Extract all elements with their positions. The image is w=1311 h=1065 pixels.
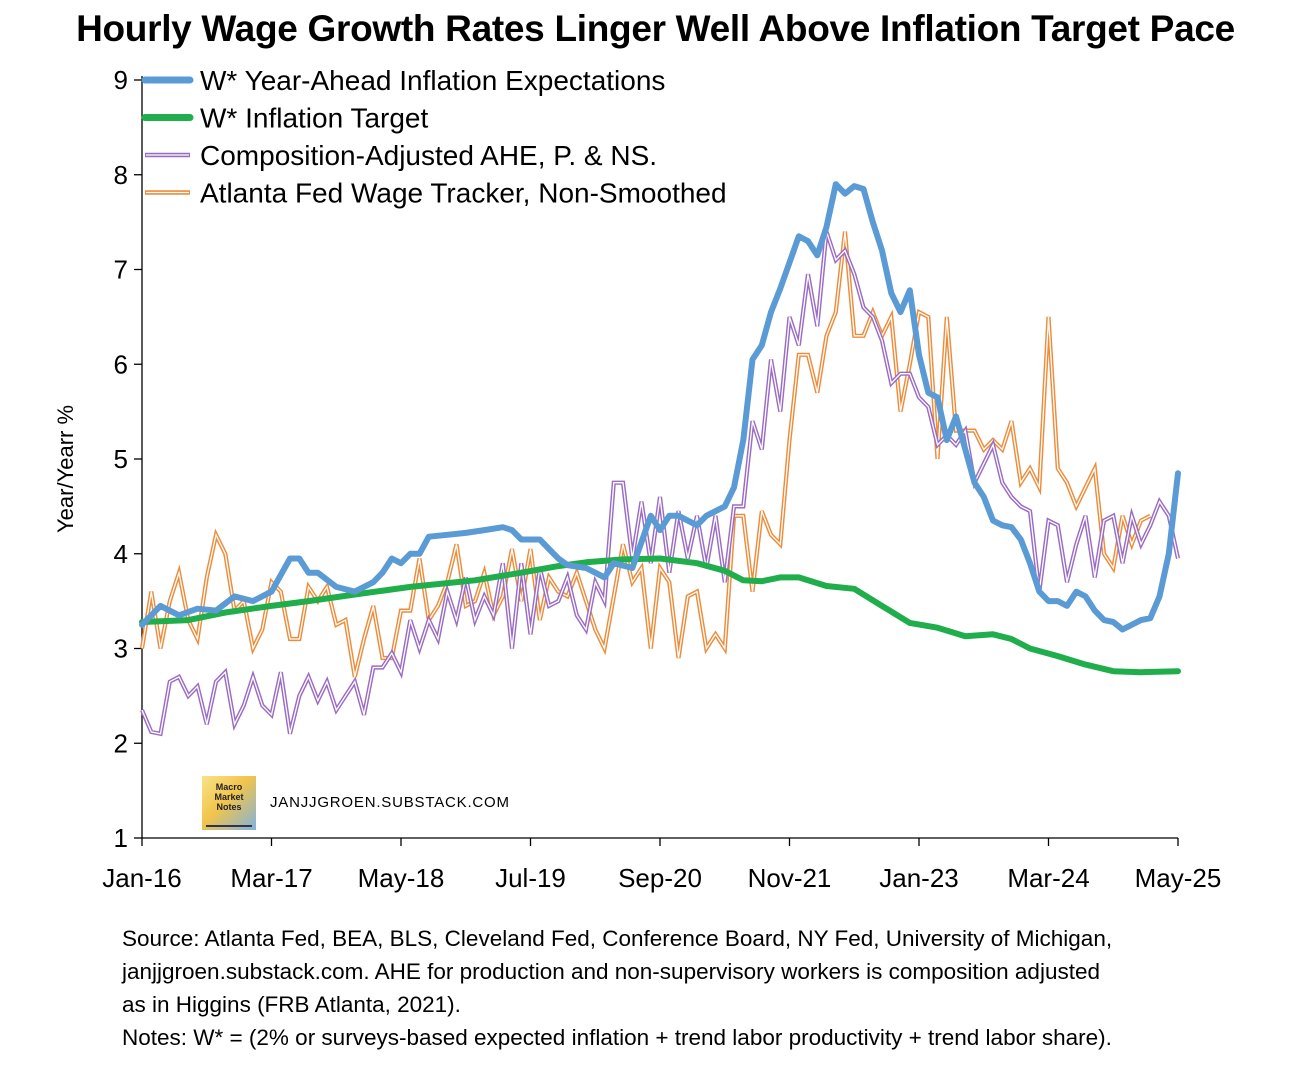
x-tick-label: Sep-20 — [618, 863, 702, 893]
series-line-3 — [139, 231, 1152, 678]
y-tick-label: 8 — [114, 160, 128, 190]
legend-entry-2: Composition-Adjusted AHE, P. & NS. — [145, 140, 657, 171]
legend-label: W* Inflation Target — [200, 103, 428, 134]
source-line-3: as in Higgins (FRB Atlanta, 2021). — [122, 992, 461, 1017]
y-axis-label: Year/Yearr % — [53, 405, 78, 533]
y-tick-label: 2 — [114, 728, 128, 758]
series-line-2 — [140, 230, 1181, 737]
legend-entry-1: W* Inflation Target — [141, 103, 428, 134]
watermark-logo: Macro Market Notes — [202, 776, 256, 830]
people-figures-icon — [206, 809, 252, 827]
legend-label: W* Year-Ahead Inflation Expectations — [200, 65, 665, 96]
legend-label: Composition-Adjusted AHE, P. & NS. — [200, 140, 657, 171]
y-tick-label: 3 — [114, 634, 128, 664]
x-tick-label: Mar-24 — [1007, 863, 1089, 893]
series-line-1 — [139, 555, 1181, 676]
x-tick-label: Jan-23 — [879, 863, 959, 893]
source-notes: Source: Atlanta Fed, BEA, BLS, Cleveland… — [122, 922, 1302, 1054]
series-layer — [139, 181, 1181, 737]
legend-label: Atlanta Fed Wage Tracker, Non-Smoothed — [200, 178, 727, 209]
x-tick-label: Jan-16 — [102, 863, 182, 893]
chart-title: Hourly Wage Growth Rates Linger Well Abo… — [76, 8, 1235, 49]
legend-entry-0: W* Year-Ahead Inflation Expectations — [141, 65, 665, 96]
source-line-2: janjjgroen.substack.com. AHE for product… — [122, 959, 1100, 984]
legend-entry-3: Atlanta Fed Wage Tracker, Non-Smoothed — [145, 178, 727, 209]
x-tick-label: Nov-21 — [748, 863, 832, 893]
notes-line: Notes: W* = (2% or surveys-based expecte… — [122, 1025, 1112, 1050]
x-tick-label: Jul-19 — [495, 863, 566, 893]
watermark-url: JANJJGROEN.SUBSTACK.COM — [270, 794, 510, 811]
watermark-logo-text: Macro Market Notes — [214, 782, 244, 812]
axes: 1 2 3 4 5 6 7 8 9 Jan-16 Mar-17 May-18 Jul-19 Sep-20 N… — [53, 65, 1221, 893]
legend: W* Year-Ahead Inflation Expectations W* I… — [141, 65, 727, 209]
y-tick-label: 7 — [114, 255, 128, 285]
y-tick-label: 9 — [114, 65, 128, 95]
series-line-2-inner — [141, 231, 1179, 735]
line-chart: 1 2 3 4 5 6 7 8 9 Jan-16 Mar-17 May-18 Jul-19 Sep-20 N… — [53, 65, 1221, 893]
series-line-0 — [139, 181, 1181, 633]
y-tick-label: 1 — [114, 823, 128, 853]
x-tick-label: May-25 — [1135, 863, 1222, 893]
y-tick-label: 5 — [114, 444, 128, 474]
y-tick-label: 6 — [114, 349, 128, 379]
series-line-3-inner — [141, 231, 1151, 678]
x-tick-label: May-18 — [358, 863, 445, 893]
x-tick-label: Mar-17 — [230, 863, 312, 893]
y-tick-label: 4 — [114, 539, 128, 569]
source-line-1: Source: Atlanta Fed, BEA, BLS, Cleveland… — [122, 926, 1113, 951]
